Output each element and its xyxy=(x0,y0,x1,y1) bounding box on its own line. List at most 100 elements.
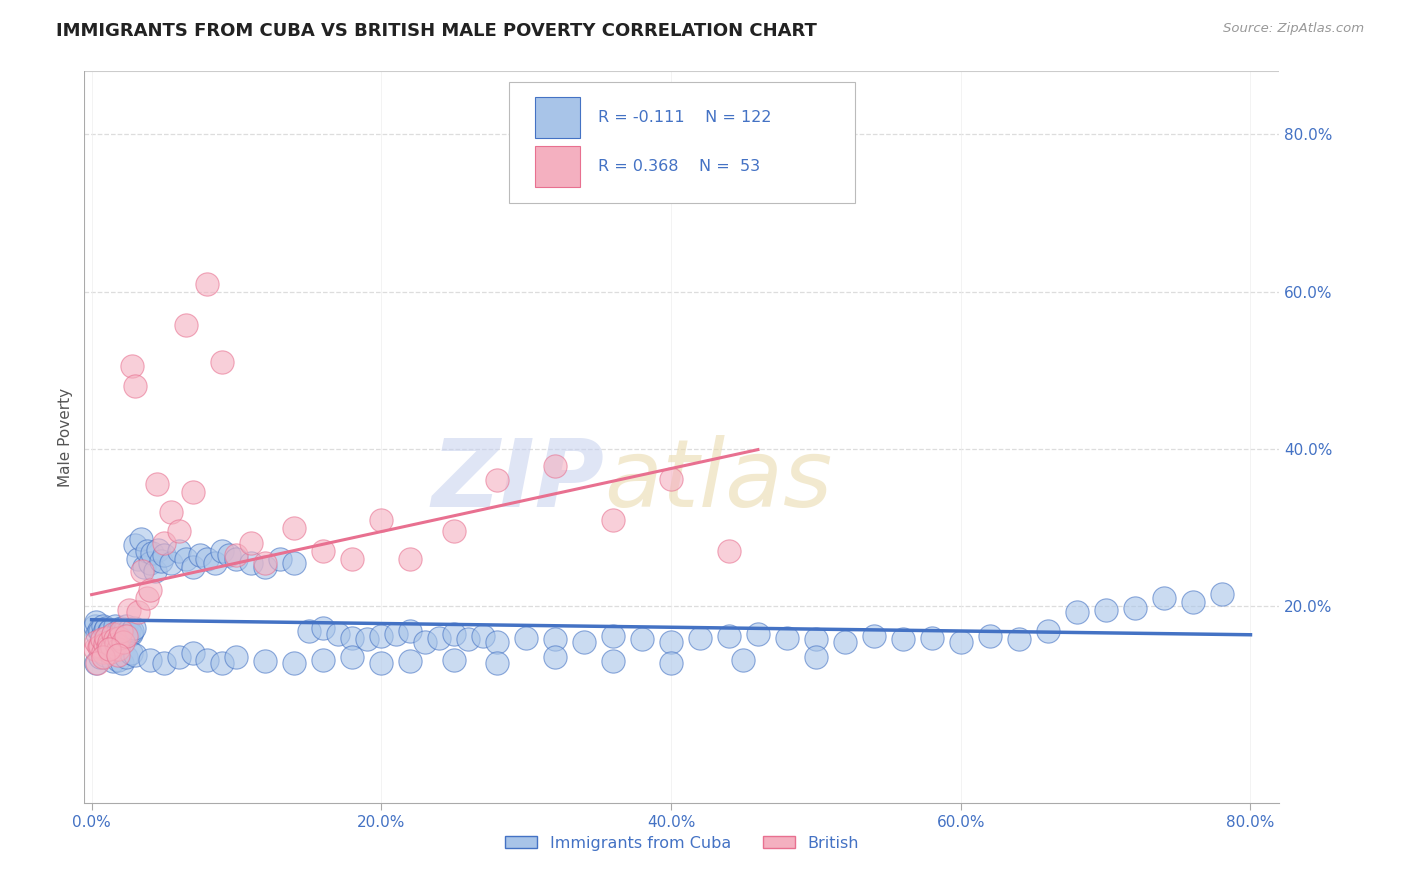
Point xyxy=(84,615,107,629)
Point xyxy=(370,656,392,670)
Point xyxy=(105,629,128,643)
Point xyxy=(197,653,219,667)
Point xyxy=(138,653,160,667)
Point xyxy=(225,548,247,562)
Point xyxy=(103,626,125,640)
Text: ZIP: ZIP xyxy=(432,435,605,527)
Point xyxy=(101,631,124,645)
Point xyxy=(107,624,129,639)
Point xyxy=(544,650,567,665)
Point xyxy=(127,552,149,566)
Point xyxy=(124,379,146,393)
Point xyxy=(87,623,110,637)
Point xyxy=(89,624,111,639)
Point xyxy=(150,553,173,567)
Point xyxy=(689,631,711,645)
Point xyxy=(254,654,277,668)
Point xyxy=(100,645,122,659)
Point xyxy=(283,656,305,670)
Point xyxy=(91,619,114,633)
Point xyxy=(118,603,141,617)
Point xyxy=(153,548,176,562)
Point xyxy=(370,513,392,527)
Point xyxy=(1181,595,1204,609)
Point xyxy=(90,629,112,643)
Point xyxy=(312,544,335,558)
Point xyxy=(94,621,117,635)
Point xyxy=(118,623,141,637)
Point xyxy=(153,536,176,550)
Point xyxy=(863,629,886,643)
Point xyxy=(283,556,305,570)
Point xyxy=(602,513,624,527)
Point xyxy=(110,621,132,635)
Point xyxy=(457,632,479,647)
Point xyxy=(211,355,233,369)
Point xyxy=(160,505,183,519)
Point xyxy=(188,548,211,562)
Point xyxy=(443,626,465,640)
Point xyxy=(107,653,129,667)
Point xyxy=(103,626,125,640)
Point xyxy=(631,632,654,647)
Point xyxy=(112,623,135,637)
Point xyxy=(443,653,465,667)
Point xyxy=(111,626,134,640)
Point xyxy=(83,642,105,657)
Point xyxy=(160,556,183,570)
Point xyxy=(218,548,240,562)
Point xyxy=(254,556,277,570)
Point xyxy=(89,650,111,665)
Point xyxy=(385,626,408,640)
Point xyxy=(776,631,799,645)
Point xyxy=(717,629,740,643)
Point xyxy=(399,624,422,639)
Point xyxy=(283,520,305,534)
Point xyxy=(138,583,160,598)
Point xyxy=(659,634,682,648)
Point xyxy=(167,544,190,558)
Point xyxy=(834,634,856,648)
Point xyxy=(91,645,114,659)
Point xyxy=(84,634,107,648)
Point xyxy=(127,606,149,620)
Point xyxy=(949,634,972,648)
Point xyxy=(602,654,624,668)
Point xyxy=(120,626,142,640)
Point xyxy=(486,656,509,670)
Point xyxy=(115,619,138,633)
Point xyxy=(1123,600,1146,615)
Point xyxy=(225,552,247,566)
Point xyxy=(443,524,465,539)
Point xyxy=(356,632,378,647)
Point xyxy=(544,632,567,647)
Point xyxy=(135,544,157,558)
Point xyxy=(103,654,125,668)
Point xyxy=(86,656,108,670)
Text: R = 0.368    N =  53: R = 0.368 N = 53 xyxy=(599,159,761,174)
Point xyxy=(167,524,190,539)
Point xyxy=(197,277,219,291)
Point xyxy=(100,623,122,637)
Point xyxy=(1066,606,1088,620)
Point xyxy=(167,650,190,665)
Point xyxy=(138,556,160,570)
Point xyxy=(86,626,108,640)
Point xyxy=(471,629,494,643)
Point xyxy=(298,624,321,639)
Point xyxy=(312,621,335,635)
Point xyxy=(747,626,769,640)
Point xyxy=(104,632,127,647)
Bar xyxy=(534,97,581,137)
Point xyxy=(84,656,107,670)
Point xyxy=(370,629,392,643)
Point xyxy=(733,653,755,667)
Point xyxy=(121,359,143,374)
Point xyxy=(96,626,118,640)
Point xyxy=(181,559,204,574)
Point xyxy=(111,656,134,670)
Point xyxy=(117,629,139,643)
Point xyxy=(1008,632,1031,647)
Point xyxy=(110,624,132,639)
Point xyxy=(804,632,827,647)
